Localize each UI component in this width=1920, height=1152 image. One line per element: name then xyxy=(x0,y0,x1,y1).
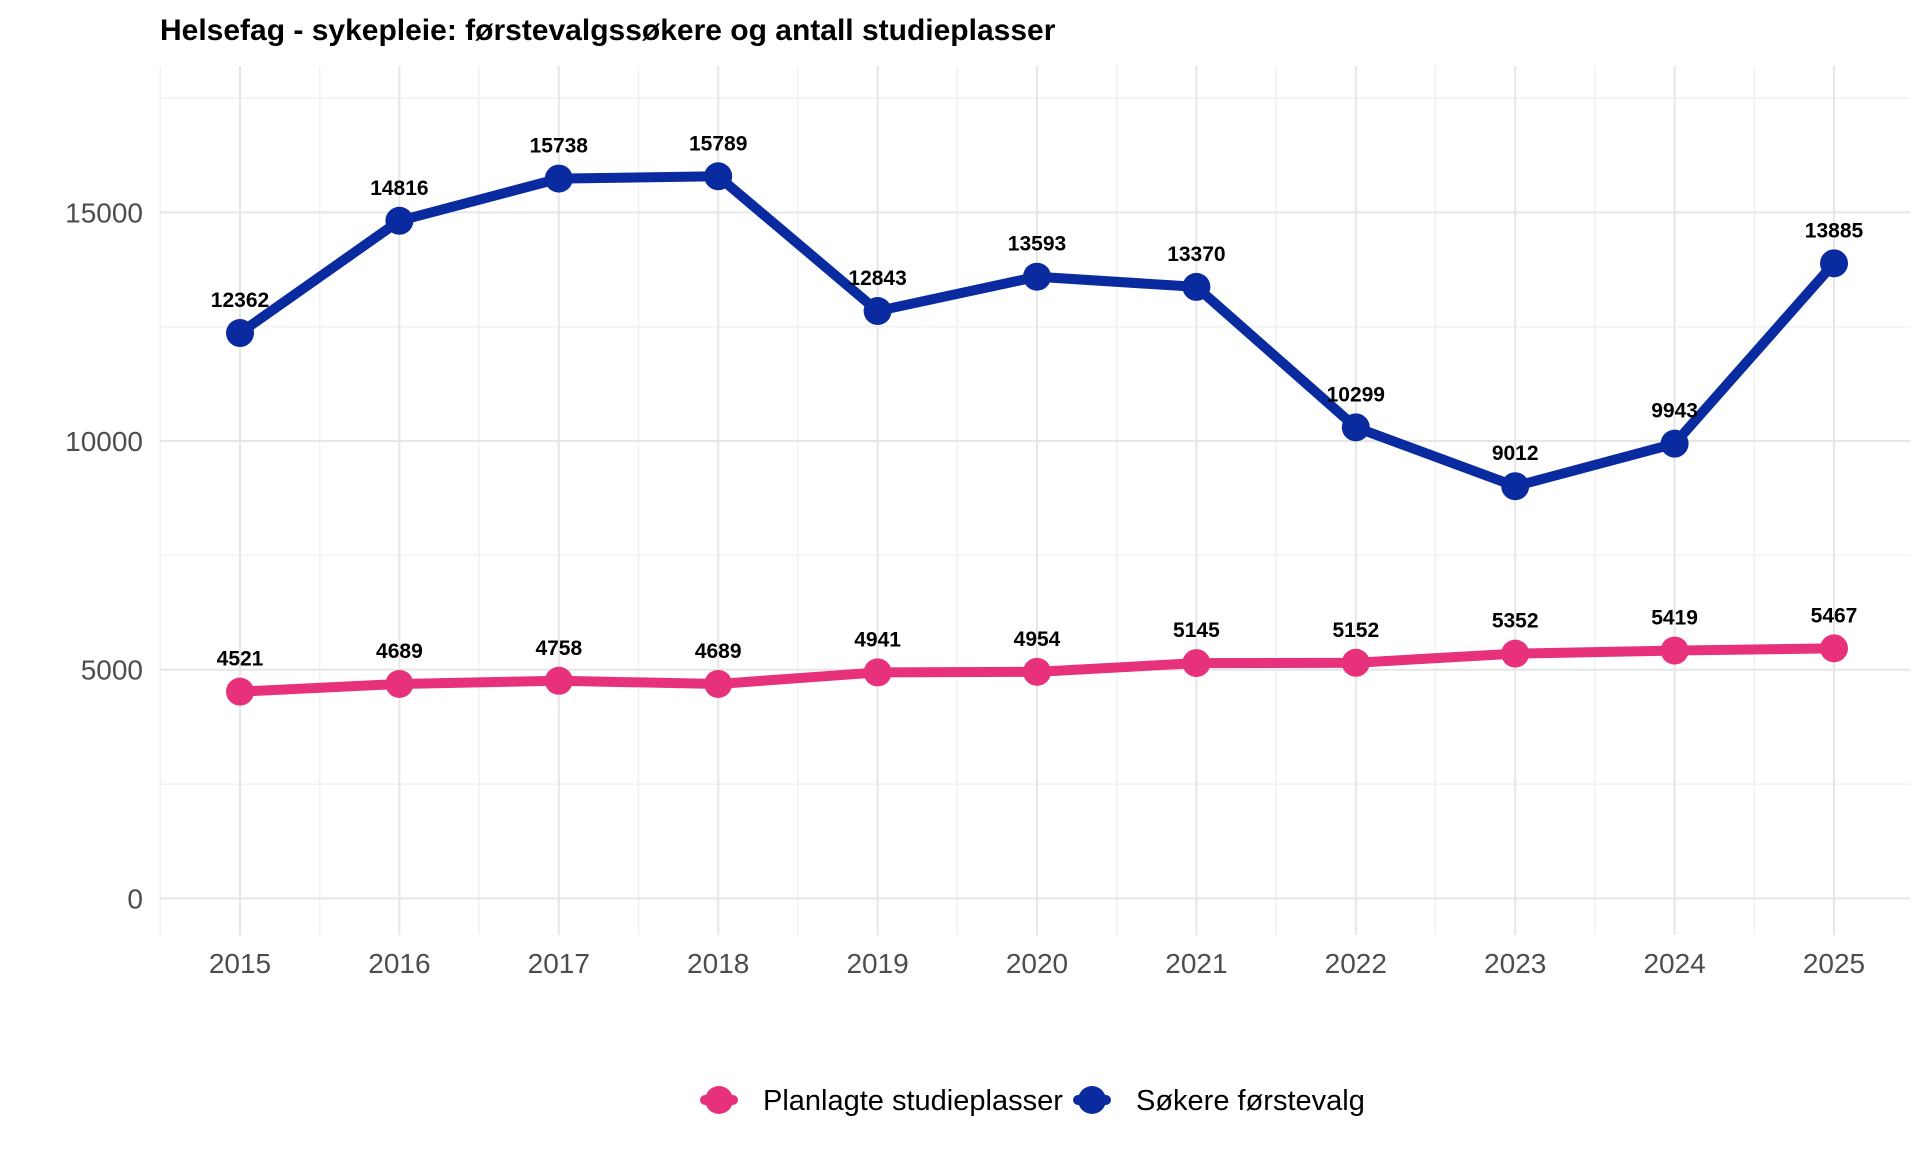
x-tick-label: 2022 xyxy=(1325,948,1387,979)
data-point xyxy=(704,162,733,191)
data-point xyxy=(385,206,414,235)
data-point xyxy=(1660,636,1689,665)
data-label: 4941 xyxy=(854,628,901,651)
data-label: 5467 xyxy=(1811,604,1858,627)
data-point xyxy=(863,658,892,687)
data-point xyxy=(226,319,254,348)
data-point xyxy=(1341,413,1370,442)
data-point xyxy=(1660,429,1689,458)
y-tick-label: 0 xyxy=(127,883,143,914)
series-layer xyxy=(226,162,1848,706)
data-label: 5152 xyxy=(1332,619,1379,642)
data-label: 13593 xyxy=(1008,233,1066,256)
data-point xyxy=(1820,249,1848,278)
data-point xyxy=(1341,648,1370,677)
legend-label: Planlagte studieplasser xyxy=(763,1085,1063,1117)
data-point xyxy=(1182,272,1211,301)
data-label: 15789 xyxy=(689,132,747,155)
data-point xyxy=(1501,639,1530,668)
x-tick-label: 2017 xyxy=(528,948,590,979)
legend-key-point xyxy=(1078,1086,1106,1114)
x-tick-label: 2023 xyxy=(1484,948,1546,979)
data-label: 14816 xyxy=(370,177,428,200)
data-point xyxy=(863,297,892,326)
legend-label: Søkere førstevalg xyxy=(1136,1085,1365,1117)
data-point xyxy=(385,669,414,698)
data-label: 4521 xyxy=(217,648,264,671)
data-label: 5419 xyxy=(1651,607,1698,630)
legend: Planlagte studieplasser Søkere førstevalg xyxy=(700,1085,1365,1117)
data-labels-layer: 4521 4689 4758 4689 4941 4954 5145 5152 5352 5419… xyxy=(211,132,1864,670)
data-label: 5145 xyxy=(1173,619,1220,642)
data-point xyxy=(1182,649,1211,678)
x-axis-tick-labels: 2015 2016 2017 2018 2019 2020 2021 2022 2023 2024… xyxy=(209,948,1865,979)
x-tick-label: 2024 xyxy=(1643,948,1705,979)
data-label: 12843 xyxy=(848,267,906,290)
data-point xyxy=(1501,472,1530,501)
y-axis-tick-labels: 0 5000 10000 15000 xyxy=(65,197,143,914)
data-point xyxy=(1820,634,1848,663)
data-label: 12362 xyxy=(211,289,269,312)
data-label: 15738 xyxy=(530,135,589,158)
minor-gridlines xyxy=(159,66,1910,935)
data-label: 4758 xyxy=(535,637,582,660)
y-tick-label: 5000 xyxy=(81,655,143,686)
data-point xyxy=(226,677,254,706)
data-label: 10299 xyxy=(1327,383,1385,406)
x-tick-label: 2019 xyxy=(846,948,908,979)
y-tick-label: 15000 xyxy=(65,197,143,228)
chart-title: Helsefag - sykepleie: førstevalgssøkere … xyxy=(160,14,1056,47)
data-label: 13370 xyxy=(1167,243,1225,266)
data-label: 9943 xyxy=(1651,400,1698,423)
x-tick-label: 2016 xyxy=(368,948,430,979)
data-point xyxy=(1023,262,1051,291)
legend-key-point xyxy=(705,1086,733,1114)
data-point xyxy=(1023,657,1051,686)
data-point xyxy=(704,669,733,698)
x-tick-label: 2020 xyxy=(1006,948,1068,979)
data-label: 4954 xyxy=(1014,628,1061,651)
x-tick-label: 2018 xyxy=(687,948,749,979)
x-tick-label: 2021 xyxy=(1165,948,1227,979)
y-tick-label: 10000 xyxy=(65,426,143,457)
data-label: 4689 xyxy=(376,640,423,663)
data-label: 5352 xyxy=(1492,610,1539,633)
data-label: 4689 xyxy=(695,640,742,663)
data-label: 9012 xyxy=(1492,442,1539,465)
x-tick-label: 2025 xyxy=(1803,948,1865,979)
data-point xyxy=(544,164,573,193)
data-point xyxy=(544,666,573,695)
data-label: 13885 xyxy=(1805,219,1864,242)
x-tick-label: 2015 xyxy=(209,948,271,979)
